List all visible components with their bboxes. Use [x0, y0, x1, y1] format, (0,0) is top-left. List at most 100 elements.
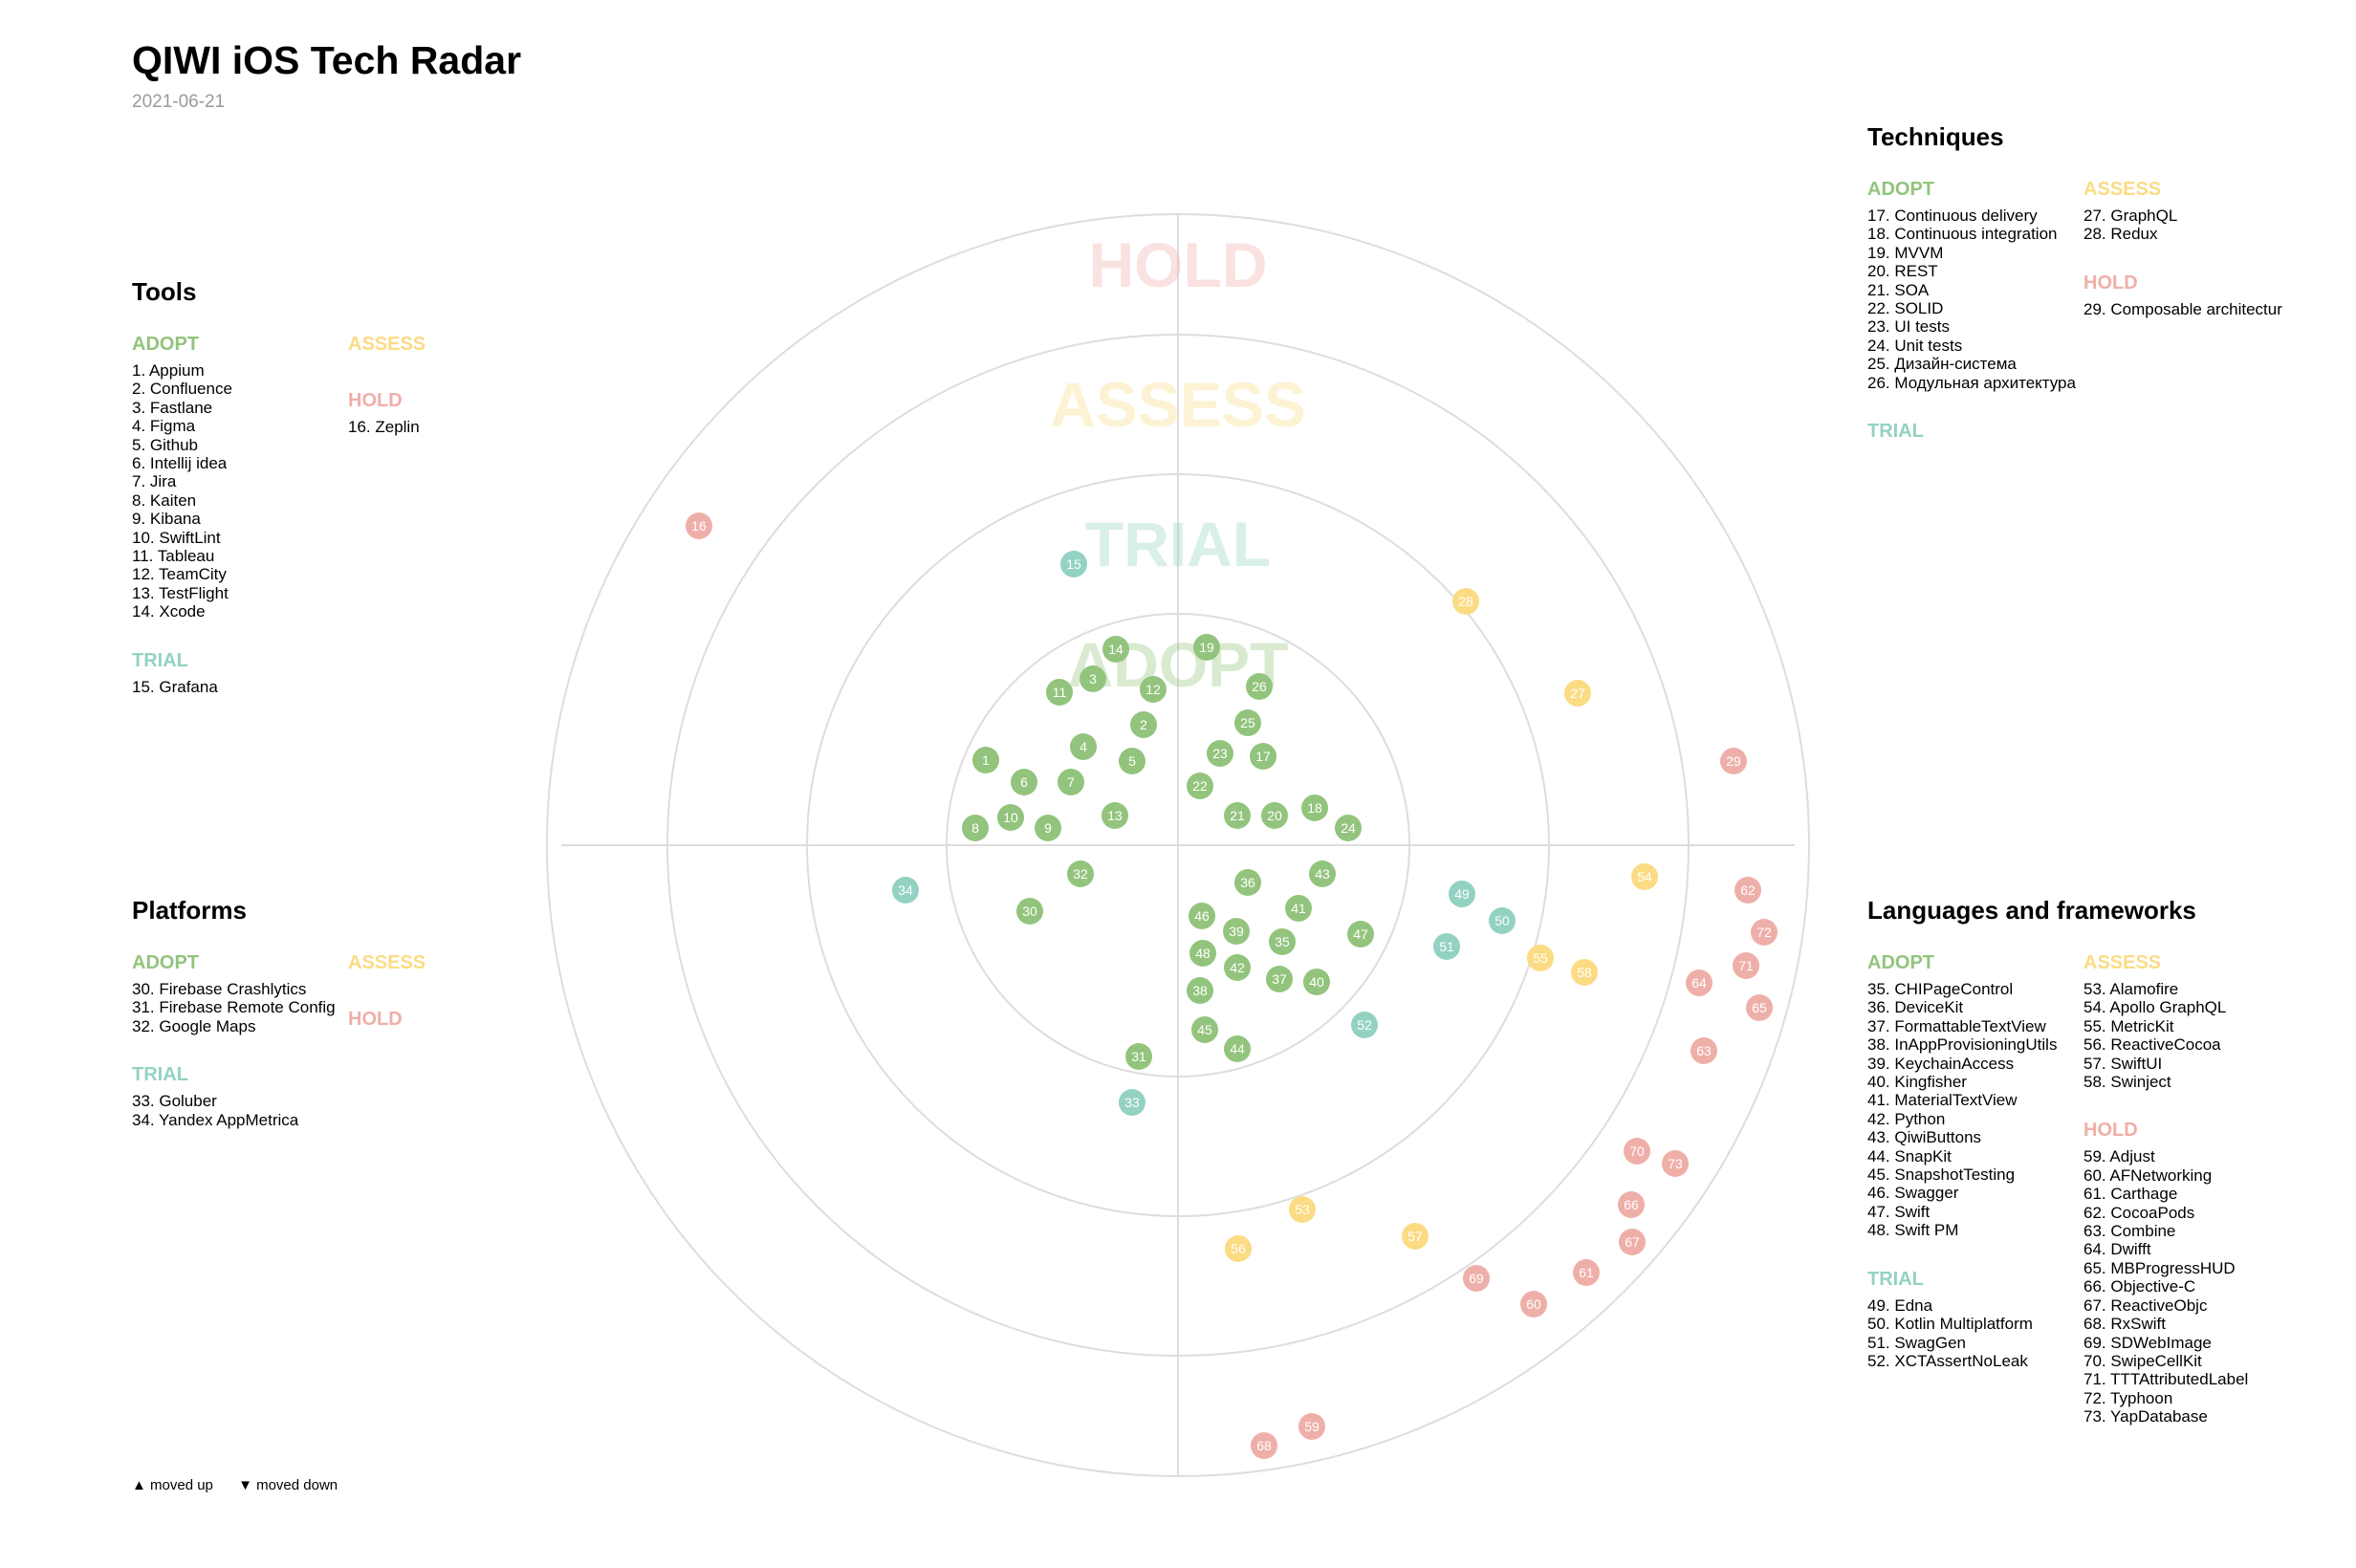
radar-entry[interactable]: 46. Swagger — [1867, 1184, 1959, 1203]
blip-13[interactable]: 13 — [1102, 802, 1128, 829]
blip-dot[interactable] — [1251, 1432, 1277, 1459]
blip-dot[interactable] — [1080, 665, 1106, 692]
blip-51[interactable]: 51 — [1433, 933, 1460, 960]
blip-68[interactable]: 68 — [1251, 1432, 1277, 1459]
blip-55[interactable]: 55 — [1527, 945, 1554, 971]
radar-entry[interactable]: 17. Continuous delivery — [1867, 207, 2038, 225]
blip-dot[interactable] — [1125, 1043, 1152, 1070]
radar-entry[interactable]: 4. Figma — [132, 417, 196, 436]
blip-dot[interactable] — [1720, 748, 1747, 774]
blip-47[interactable]: 47 — [1347, 921, 1374, 947]
blip-60[interactable]: 60 — [1520, 1291, 1547, 1318]
blip-dot[interactable] — [1035, 815, 1061, 841]
radar-entry[interactable]: 24. Unit tests — [1867, 336, 1963, 355]
blip-dot[interactable] — [1224, 954, 1251, 981]
blip-dot[interactable] — [1433, 933, 1460, 960]
blip-dot[interactable] — [1452, 588, 1479, 615]
blip-dot[interactable] — [1402, 1223, 1429, 1250]
radar-entry[interactable]: 43. QiwiButtons — [1867, 1128, 1982, 1147]
radar-entry[interactable]: 19. MVVM — [1867, 243, 1944, 262]
radar-entry[interactable]: 25. Дизайн-система — [1867, 355, 2017, 374]
blip-dot[interactable] — [1207, 740, 1233, 767]
blip-20[interactable]: 20 — [1261, 802, 1288, 829]
blip-56[interactable]: 56 — [1225, 1235, 1252, 1262]
radar-entry[interactable]: 14. Xcode — [132, 602, 206, 621]
radar-entry[interactable]: 18. Continuous integration — [1867, 225, 2058, 244]
radar-entry[interactable]: 73. YapDatabase — [2083, 1407, 2208, 1426]
blip-dot[interactable] — [1119, 748, 1145, 774]
blip-39[interactable]: 39 — [1223, 918, 1250, 945]
radar-entry[interactable]: 20. REST — [1867, 262, 1938, 281]
radar-entry[interactable]: 61. Carthage — [2083, 1185, 2178, 1204]
radar-entry[interactable]: 28. Redux — [2083, 225, 2158, 244]
blip-dot[interactable] — [1301, 795, 1328, 821]
blip-45[interactable]: 45 — [1191, 1016, 1218, 1043]
blip-dot[interactable] — [1193, 634, 1220, 661]
radar-entry[interactable]: 65. MBProgressHUD — [2083, 1258, 2236, 1277]
radar-entry[interactable]: 72. Typhoon — [2083, 1388, 2173, 1407]
radar-entry[interactable]: 50. Kotlin Multiplatform — [1867, 1315, 2033, 1334]
blip-54[interactable]: 54 — [1631, 863, 1658, 890]
radar-entry[interactable]: 44. SnapKit — [1867, 1146, 1952, 1165]
blip-66[interactable]: 66 — [1618, 1191, 1645, 1218]
blip-14[interactable]: 14 — [1102, 636, 1129, 663]
radar-entry[interactable]: 51. SwagGen — [1867, 1333, 1967, 1352]
radar-entry[interactable]: 11. Tableau — [132, 547, 215, 566]
blip-dot[interactable] — [1102, 636, 1129, 663]
blip-dot[interactable] — [1058, 769, 1084, 795]
blip-dot[interactable] — [892, 877, 919, 904]
blip-dot[interactable] — [1571, 959, 1598, 986]
blip-dot[interactable] — [1520, 1291, 1547, 1318]
radar-entry[interactable]: 21. SOA — [1867, 280, 1930, 299]
blip-dot[interactable] — [1686, 969, 1712, 996]
blip-63[interactable]: 63 — [1691, 1037, 1717, 1064]
blip-dot[interactable] — [1234, 709, 1261, 736]
blip-dot[interactable] — [997, 804, 1024, 831]
blip-dot[interactable] — [1060, 551, 1087, 577]
blip-dot[interactable] — [1223, 918, 1250, 945]
blip-dot[interactable] — [1733, 952, 1759, 979]
radar-entry[interactable]: 63. Combine — [2083, 1222, 2176, 1241]
blip-dot[interactable] — [1187, 977, 1213, 1004]
blip-29[interactable]: 29 — [1720, 748, 1747, 774]
radar-entry[interactable]: 53. Alamofire — [2083, 980, 2179, 998]
radar-entry[interactable]: 31. Firebase Remote Config — [132, 998, 336, 1017]
blip-65[interactable]: 65 — [1746, 994, 1773, 1021]
blip-61[interactable]: 61 — [1573, 1259, 1600, 1286]
blip-23[interactable]: 23 — [1207, 740, 1233, 767]
radar-entry[interactable]: 60. AFNetworking — [2083, 1165, 2213, 1185]
radar-entry[interactable]: 39. KeychainAccess — [1867, 1054, 2015, 1073]
blip-dot[interactable] — [1303, 969, 1330, 995]
blip-dot[interactable] — [1130, 711, 1157, 738]
blip-dot[interactable] — [1189, 903, 1215, 929]
blip-18[interactable]: 18 — [1301, 795, 1328, 821]
radar-entry[interactable]: 37. FormattableTextView — [1867, 1016, 2046, 1035]
blip-25[interactable]: 25 — [1234, 709, 1261, 736]
blip-dot[interactable] — [1489, 907, 1516, 934]
blip-dot[interactable] — [962, 815, 989, 841]
radar-entry[interactable]: 35. CHIPageControl — [1867, 980, 2014, 998]
blip-dot[interactable] — [1250, 743, 1276, 770]
blip-17[interactable]: 17 — [1250, 743, 1276, 770]
radar-entry[interactable]: 13. TestFlight — [132, 583, 229, 602]
blip-67[interactable]: 67 — [1619, 1229, 1646, 1255]
blip-37[interactable]: 37 — [1266, 966, 1293, 992]
radar-entry[interactable]: 10. SwiftLint — [132, 528, 221, 547]
radar-entry[interactable]: 49. Edna — [1867, 1296, 1933, 1315]
blip-dot[interactable] — [1624, 1138, 1650, 1165]
radar-entry[interactable]: 41. MaterialTextView — [1867, 1091, 2018, 1110]
radar-entry[interactable]: 40. Kingfisher — [1867, 1073, 1967, 1092]
blip-dot[interactable] — [1224, 1035, 1251, 1062]
radar-entry[interactable]: 30. Firebase Crashlytics — [132, 980, 307, 998]
blip-dot[interactable] — [1746, 994, 1773, 1021]
radar-entry[interactable]: 62. CocoaPods — [2083, 1203, 2195, 1222]
blip-5[interactable]: 5 — [1119, 748, 1145, 774]
blip-59[interactable]: 59 — [1298, 1413, 1325, 1440]
blip-dot[interactable] — [1285, 895, 1312, 922]
radar-entry[interactable]: 42. Python — [1867, 1109, 1946, 1128]
blip-dot[interactable] — [1289, 1196, 1316, 1223]
blip-49[interactable]: 49 — [1449, 881, 1475, 907]
radar-entry[interactable]: 34. Yandex AppMetrica — [132, 1110, 299, 1129]
blip-7[interactable]: 7 — [1058, 769, 1084, 795]
blip-dot[interactable] — [1335, 815, 1362, 841]
